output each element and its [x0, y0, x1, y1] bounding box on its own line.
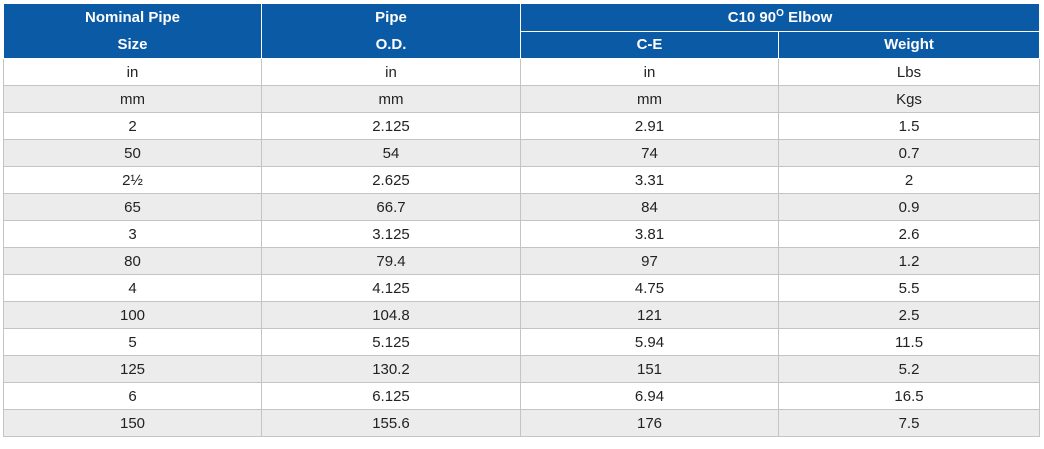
table-row: in in in Lbs: [3, 58, 1040, 86]
header-pipe-od-line2: O.D.: [375, 36, 407, 53]
nominal-size-cell: 50: [3, 139, 262, 167]
pipe-od-cell: 2.625: [261, 166, 521, 194]
table-row: 125 130.2 151 5.2: [3, 355, 1040, 383]
table-row: 100 104.8 121 2.5: [3, 301, 1040, 329]
pipe-od-cell: 54: [261, 139, 521, 167]
nominal-size-cell: 6: [3, 382, 262, 410]
pipe-od-cell: 155.6: [261, 409, 521, 437]
pipe-od-cell: mm: [261, 85, 521, 113]
c-e-cell: in: [520, 58, 779, 86]
weight-cell: 2.6: [778, 220, 1040, 248]
nominal-size-cell: 3: [3, 220, 262, 248]
pipe-od-cell: 3.125: [261, 220, 521, 248]
nominal-size-cell: 150: [3, 409, 262, 437]
header-nominal-pipe-size: Nominal Pipe Size: [3, 3, 262, 59]
table-header: Nominal Pipe Size Pipe O.D. C10 90O Elbo…: [3, 3, 1040, 59]
weight-cell: 5.5: [778, 274, 1040, 302]
table-row: 5 5.125 5.94 11.5: [3, 328, 1040, 356]
pipe-od-cell: 2.125: [261, 112, 521, 140]
header-nominal-pipe-size-line1: Nominal Pipe: [84, 9, 181, 26]
table-row: 2½ 2.625 3.31 2: [3, 166, 1040, 194]
nominal-size-cell: 80: [3, 247, 262, 275]
c-e-cell: 3.31: [520, 166, 779, 194]
table-row: 150 155.6 176 7.5: [3, 409, 1040, 437]
weight-cell: 16.5: [778, 382, 1040, 410]
nominal-size-cell: 2½: [3, 166, 262, 194]
c-e-cell: 74: [520, 139, 779, 167]
header-nominal-pipe-size-line2: Size: [117, 36, 148, 53]
c-e-cell: 84: [520, 193, 779, 221]
header-group-suffix: Elbow: [783, 8, 833, 26]
weight-cell: 7.5: [778, 409, 1040, 437]
nominal-size-cell: 100: [3, 301, 262, 329]
weight-cell: 5.2: [778, 355, 1040, 383]
pipe-od-cell: 79.4: [261, 247, 521, 275]
weight-cell: Lbs: [778, 58, 1040, 86]
c-e-cell: 3.81: [520, 220, 779, 248]
table-body: in in in Lbs mm mm mm Kgs 2 2.125 2.91 1.5 50 54 74 0.7…: [3, 58, 1040, 437]
c-e-cell: 176: [520, 409, 779, 437]
nominal-size-cell: 5: [3, 328, 262, 356]
table-row: 2 2.125 2.91 1.5: [3, 112, 1040, 140]
nominal-size-cell: 125: [3, 355, 262, 383]
c-e-cell: 5.94: [520, 328, 779, 356]
table-row: 4 4.125 4.75 5.5: [3, 274, 1040, 302]
table-row: 65 66.7 84 0.9: [3, 193, 1040, 221]
table-row: 6 6.125 6.94 16.5: [3, 382, 1040, 410]
nominal-size-cell: in: [3, 58, 262, 86]
elbow-spec-table: Nominal Pipe Size Pipe O.D. C10 90O Elbo…: [3, 3, 1040, 437]
weight-cell: 0.7: [778, 139, 1040, 167]
nominal-size-cell: 4: [3, 274, 262, 302]
weight-cell: 1.5: [778, 112, 1040, 140]
c-e-cell: 151: [520, 355, 779, 383]
table-row: mm mm mm Kgs: [3, 85, 1040, 113]
pipe-od-cell: in: [261, 58, 521, 86]
nominal-size-cell: 65: [3, 193, 262, 221]
c-e-cell: 121: [520, 301, 779, 329]
c-e-cell: 2.91: [520, 112, 779, 140]
weight-cell: Kgs: [778, 85, 1040, 113]
c-e-cell: 6.94: [520, 382, 779, 410]
nominal-size-cell: mm: [3, 85, 262, 113]
pipe-od-cell: 4.125: [261, 274, 521, 302]
table-row: 50 54 74 0.7: [3, 139, 1040, 167]
header-weight: Weight: [778, 30, 1040, 59]
weight-cell: 2.5: [778, 301, 1040, 329]
weight-cell: 11.5: [778, 328, 1040, 356]
header-c-e: C-E: [520, 30, 779, 59]
weight-cell: 2: [778, 166, 1040, 194]
header-group-prefix: C10 90: [727, 8, 777, 26]
table-row: 80 79.4 97 1.2: [3, 247, 1040, 275]
header-pipe-od-line1: Pipe: [375, 9, 407, 26]
c-e-cell: 4.75: [520, 274, 779, 302]
pipe-od-cell: 6.125: [261, 382, 521, 410]
weight-cell: 0.9: [778, 193, 1040, 221]
pipe-od-cell: 104.8: [261, 301, 521, 329]
header-pipe-od: Pipe O.D.: [261, 3, 521, 59]
table-row: 3 3.125 3.81 2.6: [3, 220, 1040, 248]
pipe-od-cell: 130.2: [261, 355, 521, 383]
pipe-od-cell: 66.7: [261, 193, 521, 221]
c-e-cell: 97: [520, 247, 779, 275]
pipe-od-cell: 5.125: [261, 328, 521, 356]
nominal-size-cell: 2: [3, 112, 262, 140]
header-c10-elbow-group: C10 90O Elbow: [520, 3, 1040, 32]
weight-cell: 1.2: [778, 247, 1040, 275]
c-e-cell: mm: [520, 85, 779, 113]
header-group-sup: O: [776, 7, 784, 19]
